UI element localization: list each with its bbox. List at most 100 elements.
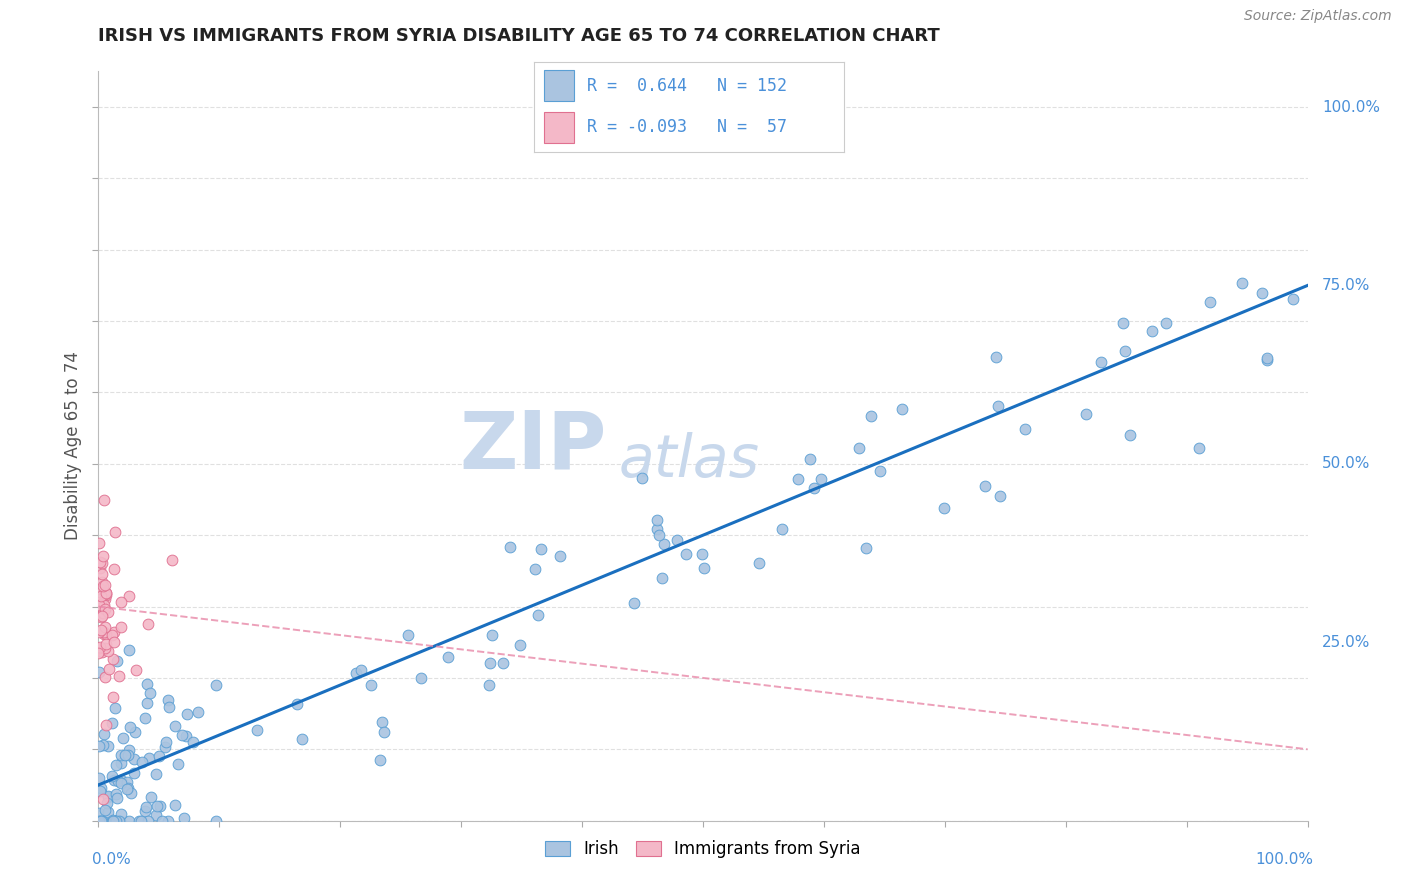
Point	[478, 678, 501, 692]
Point	[97, 605, 120, 619]
Point	[91, 738, 114, 752]
Point	[104, 701, 127, 715]
Point	[87, 536, 110, 550]
Point	[187, 705, 209, 719]
Point	[157, 700, 180, 714]
Point	[163, 797, 186, 812]
Point	[101, 690, 124, 704]
Point	[986, 351, 1008, 365]
Point	[110, 747, 132, 762]
Point	[91, 579, 114, 593]
Point	[145, 766, 167, 780]
Text: ZIP: ZIP	[458, 407, 606, 485]
Text: IRISH VS IMMIGRANTS FROM SYRIA DISABILITY AGE 65 TO 74 CORRELATION CHART: IRISH VS IMMIGRANTS FROM SYRIA DISABILIT…	[98, 27, 941, 45]
Point	[89, 561, 111, 575]
Point	[1256, 351, 1278, 366]
Point	[93, 606, 115, 620]
Point	[89, 805, 111, 820]
Point	[108, 814, 131, 828]
Point	[1140, 324, 1163, 338]
Point	[176, 706, 198, 721]
Point	[360, 678, 382, 692]
Text: Source: ZipAtlas.com: Source: ZipAtlas.com	[1244, 9, 1392, 23]
Point	[94, 637, 117, 651]
Point	[1014, 422, 1036, 436]
Point	[131, 755, 153, 769]
Point	[94, 804, 117, 818]
Point	[135, 696, 157, 710]
Point	[110, 807, 132, 822]
Point	[104, 814, 127, 828]
Point	[988, 489, 1011, 503]
Point	[90, 590, 112, 604]
Point	[651, 571, 673, 585]
Point	[647, 527, 669, 541]
Text: R =  0.644   N = 152: R = 0.644 N = 152	[586, 77, 787, 95]
Point	[166, 756, 188, 771]
Point	[890, 401, 912, 416]
Point	[1187, 441, 1209, 455]
Point	[150, 814, 173, 828]
Point	[135, 677, 157, 691]
Point	[124, 725, 146, 739]
Point	[675, 548, 697, 562]
Point	[97, 789, 120, 803]
Point	[932, 501, 955, 516]
Point	[174, 729, 197, 743]
Point	[974, 479, 997, 493]
Point	[103, 625, 125, 640]
Point	[107, 668, 129, 682]
Point	[90, 582, 112, 596]
Point	[98, 662, 121, 676]
Point	[148, 748, 170, 763]
Y-axis label: Disability Age 65 to 74: Disability Age 65 to 74	[63, 351, 82, 541]
Point	[115, 775, 138, 789]
Point	[437, 650, 460, 665]
Point	[90, 610, 112, 624]
Point	[104, 758, 127, 772]
Point	[509, 638, 531, 652]
Point	[548, 549, 571, 563]
Point	[117, 814, 139, 828]
Point	[101, 769, 124, 783]
Point	[1199, 295, 1222, 310]
Point	[1154, 316, 1177, 330]
Point	[139, 686, 162, 700]
Point	[285, 697, 308, 711]
Point	[647, 522, 669, 536]
Bar	[544, 112, 575, 143]
Point	[155, 735, 177, 749]
Point	[110, 773, 132, 788]
Text: 50.0%: 50.0%	[1322, 457, 1371, 471]
Point	[411, 671, 433, 685]
Point	[344, 665, 367, 680]
Point	[103, 651, 125, 665]
Point	[1074, 407, 1097, 421]
Point	[371, 714, 394, 729]
Point	[396, 628, 419, 642]
Point	[859, 409, 882, 423]
Point	[91, 644, 114, 658]
Text: R = -0.093   N =  57: R = -0.093 N = 57	[586, 118, 787, 136]
Point	[89, 784, 111, 798]
Point	[149, 798, 172, 813]
Point	[110, 595, 132, 609]
Point	[125, 663, 148, 677]
Point	[810, 472, 832, 486]
Point	[122, 766, 145, 780]
Point	[138, 750, 160, 764]
Point	[1112, 316, 1135, 330]
Point	[103, 814, 125, 828]
Point	[1119, 428, 1142, 442]
Point	[93, 625, 115, 640]
Point	[94, 592, 117, 607]
Point	[748, 556, 770, 570]
Point	[205, 814, 228, 828]
Point	[1250, 286, 1272, 301]
Point	[91, 556, 114, 570]
Text: 100.0%: 100.0%	[1256, 852, 1313, 867]
Point	[90, 781, 112, 796]
Point	[107, 654, 129, 668]
Point	[97, 805, 120, 819]
Point	[246, 723, 269, 737]
